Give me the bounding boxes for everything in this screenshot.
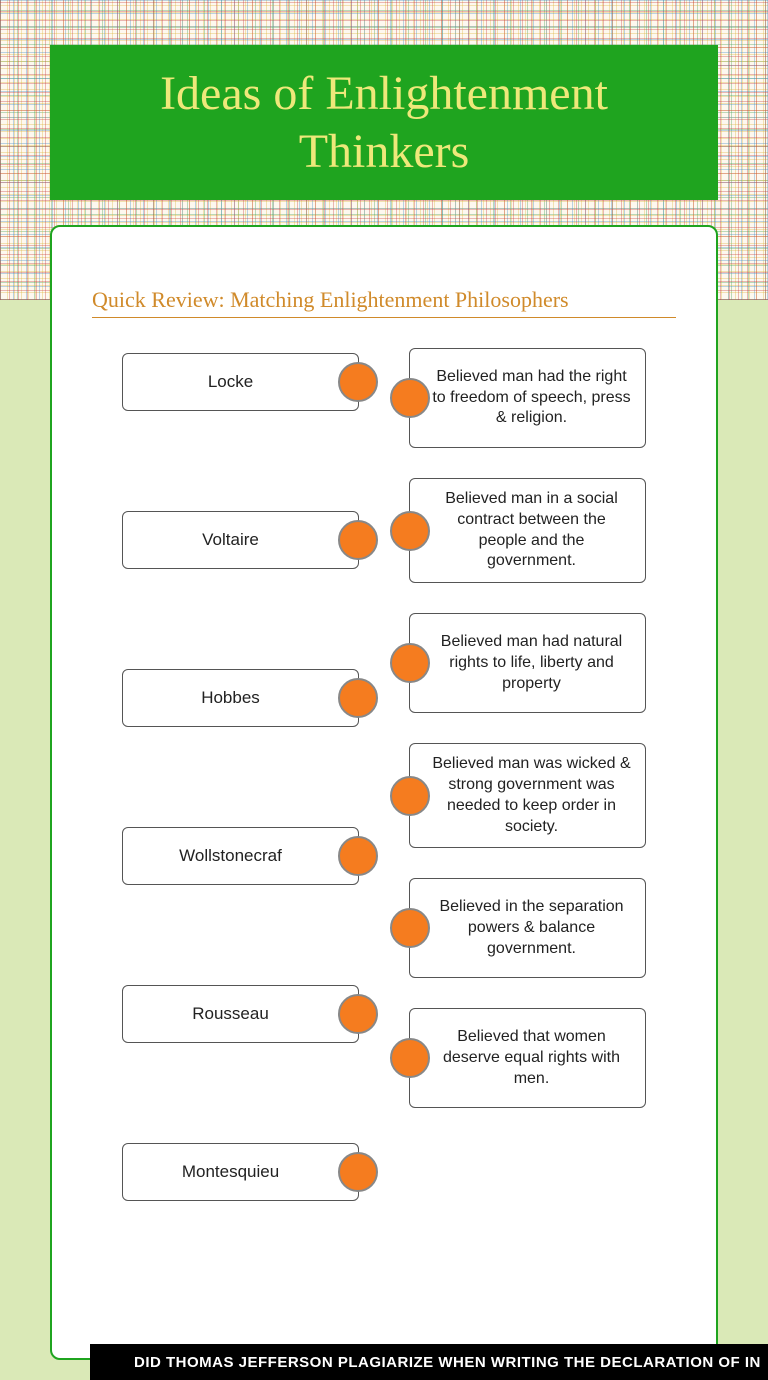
footer-question-bar: DID THOMAS JEFFERSON PLAGIARIZE WHEN WRI… [90,1344,768,1380]
description-text: Believed man was wicked & strong governm… [432,754,631,837]
name-box[interactable]: Wollstonecraf [122,827,359,885]
description-box[interactable]: Believed man had natural rights to life,… [409,613,646,713]
descriptions-column: Believed man had the right to freedom of… [409,348,646,1201]
name-box[interactable]: Voltaire [122,511,359,569]
name-label: Hobbes [201,688,260,708]
name-box[interactable]: Hobbes [122,669,359,727]
connector-dot[interactable] [390,908,430,948]
connector-dot[interactable] [390,1038,430,1078]
connector-dot[interactable] [338,362,378,402]
connector-dot[interactable] [390,643,430,683]
description-text: Believed man had natural rights to life,… [432,632,631,694]
name-label: Montesquieu [182,1162,279,1182]
description-text: Believed man in a social contract betwee… [432,489,631,572]
name-label: Locke [208,372,253,392]
title-banner: Ideas of Enlightenment Thinkers [50,45,718,200]
connector-dot[interactable] [338,1152,378,1192]
connector-dot[interactable] [338,994,378,1034]
connector-dot[interactable] [338,678,378,718]
page-title: Ideas of Enlightenment Thinkers [80,65,688,180]
names-column: Locke Voltaire Hobbes Wollstonecraf Rous… [122,348,359,1201]
name-label: Wollstonecraf [179,846,282,866]
name-label: Voltaire [202,530,259,550]
footer-text: DID THOMAS JEFFERSON PLAGIARIZE WHEN WRI… [134,1354,761,1371]
connector-dot[interactable] [390,511,430,551]
name-box[interactable]: Rousseau [122,985,359,1043]
name-box[interactable]: Montesquieu [122,1143,359,1201]
description-text: Believed that women deserve equal rights… [432,1027,631,1089]
name-box[interactable]: Locke [122,353,359,411]
description-box[interactable]: Believed that women deserve equal rights… [409,1008,646,1108]
matching-grid: Locke Voltaire Hobbes Wollstonecraf Rous… [92,348,676,1201]
connector-dot[interactable] [390,378,430,418]
description-box[interactable]: Believed man had the right to freedom of… [409,348,646,448]
connector-dot[interactable] [390,776,430,816]
description-text: Believed man had the right to freedom of… [432,367,631,429]
subtitle: Quick Review: Matching Enlightenment Phi… [92,287,676,318]
connector-dot[interactable] [338,836,378,876]
description-box[interactable]: Believed in the separation powers & bala… [409,878,646,978]
description-box[interactable]: Believed man was wicked & strong governm… [409,743,646,848]
description-text: Believed in the separation powers & bala… [432,897,631,959]
worksheet-card: Quick Review: Matching Enlightenment Phi… [50,225,718,1360]
name-label: Rousseau [192,1004,269,1024]
connector-dot[interactable] [338,520,378,560]
description-box[interactable]: Believed man in a social contract betwee… [409,478,646,583]
